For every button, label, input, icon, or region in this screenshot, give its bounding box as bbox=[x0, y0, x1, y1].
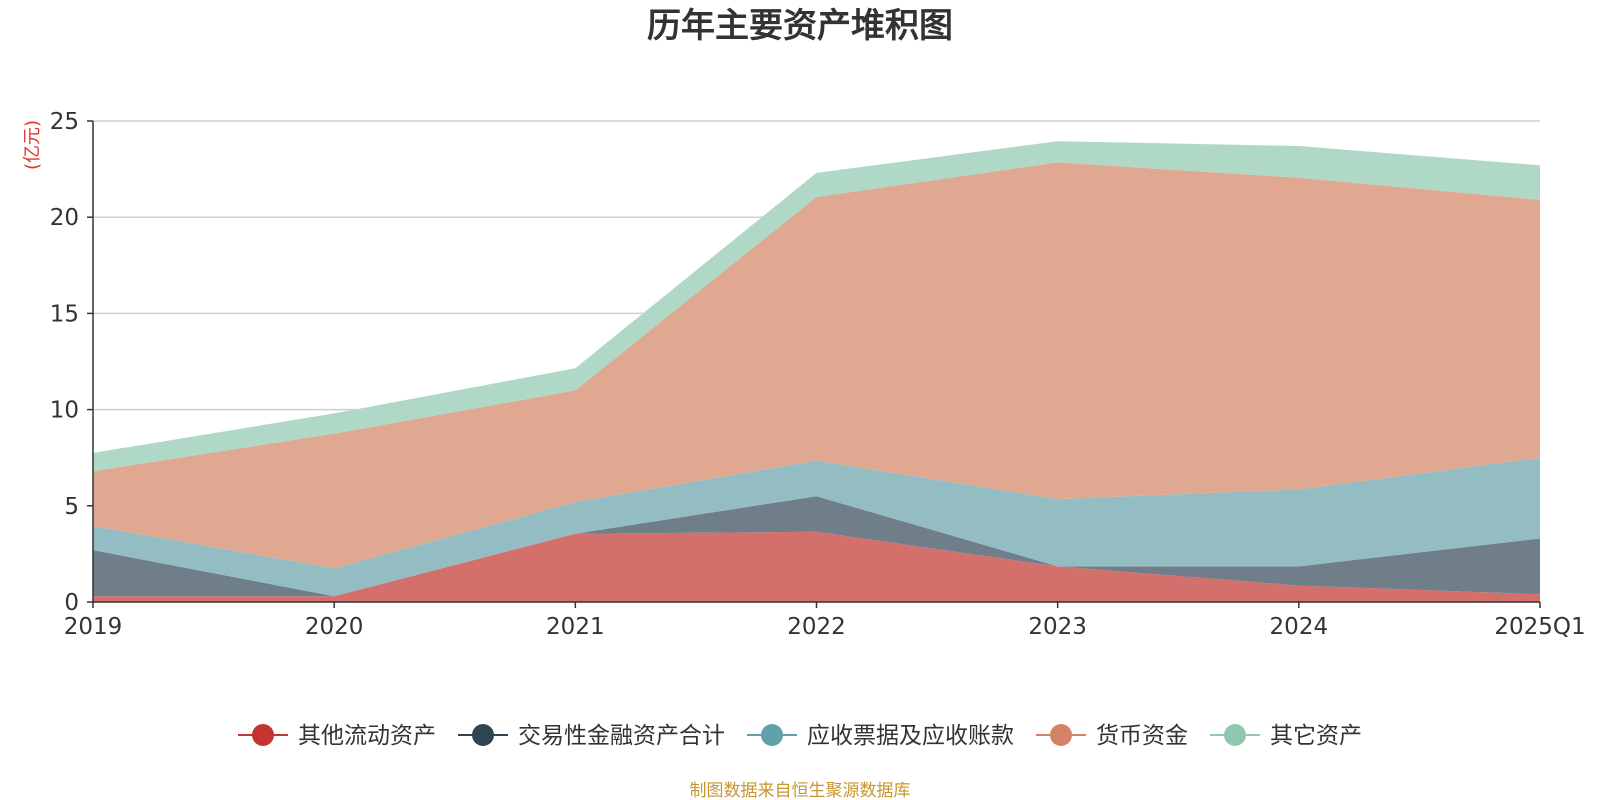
y-tick-label: 15 bbox=[50, 301, 79, 327]
legend-circle-marker bbox=[252, 724, 274, 746]
legend-item-3: 应收票据及应收账款 bbox=[747, 723, 1014, 749]
x-tick-label: 2020 bbox=[305, 614, 364, 640]
y-tick-label: 5 bbox=[64, 494, 79, 520]
legend: 其他流动资产 交易性金融资产合计 应收票据及应收账款 货币资金 其它资产 bbox=[238, 723, 1362, 749]
legend-item-2: 交易性金融资产合计 bbox=[458, 723, 725, 749]
area-5 bbox=[93, 141, 1540, 472]
x-tick-label: 2019 bbox=[64, 614, 123, 640]
legend-label: 其它资产 bbox=[1270, 723, 1362, 749]
axes: 0 5 10 15 20 25 2019 2020 2021 2022 2023 2024 2025Q1 bbox=[50, 109, 1586, 640]
legend-item-1: 其他流动资产 bbox=[238, 723, 436, 749]
x-tick-label: 2023 bbox=[1028, 614, 1087, 640]
legend-label: 货币资金 bbox=[1096, 723, 1188, 749]
area-2 bbox=[93, 496, 1540, 597]
area-3 bbox=[93, 457, 1540, 597]
y-tick-label: 0 bbox=[64, 590, 79, 616]
y-axis-unit-label: (亿元) bbox=[22, 120, 43, 170]
legend-label: 其他流动资产 bbox=[298, 723, 436, 749]
legend-item-5: 其它资产 bbox=[1210, 723, 1362, 749]
y-tick-label: 20 bbox=[50, 205, 79, 231]
x-tick-label: 2021 bbox=[546, 614, 605, 640]
x-tick-label: 2025Q1 bbox=[1494, 614, 1585, 640]
chart-title: 历年主要资产堆积图 bbox=[647, 6, 953, 46]
legend-item-4: 货币资金 bbox=[1036, 723, 1188, 749]
area-series-layer bbox=[93, 141, 1540, 602]
legend-circle-marker bbox=[1224, 724, 1246, 746]
legend-circle-marker bbox=[761, 724, 783, 746]
y-tick-label: 10 bbox=[50, 398, 79, 424]
legend-circle-marker bbox=[472, 724, 494, 746]
area-4 bbox=[93, 162, 1540, 569]
x-tick-label: 2024 bbox=[1270, 614, 1329, 640]
legend-label: 应收票据及应收账款 bbox=[807, 723, 1014, 749]
area-1 bbox=[93, 531, 1540, 602]
y-tick-label: 25 bbox=[50, 109, 79, 135]
x-tick-label: 2022 bbox=[787, 614, 846, 640]
source-note: 制图数据来自恒生聚源数据库 bbox=[690, 781, 911, 800]
legend-circle-marker bbox=[1050, 724, 1072, 746]
legend-label: 交易性金融资产合计 bbox=[518, 723, 725, 749]
